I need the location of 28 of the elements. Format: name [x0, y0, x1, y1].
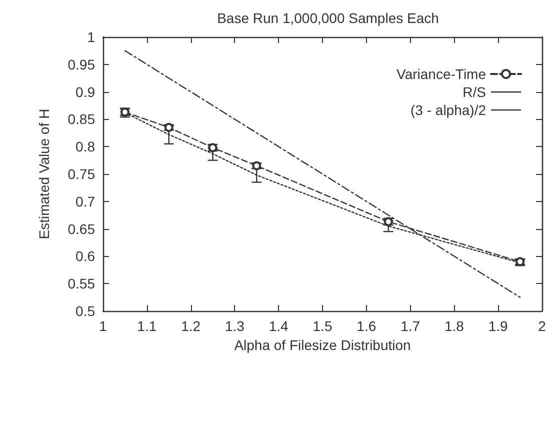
legend-label: (3 - alpha)/2 — [410, 102, 486, 118]
legend-label: Variance-Time — [396, 66, 486, 82]
x-tick-label: 1.6 — [356, 318, 376, 334]
x-tick-label: 1.5 — [312, 318, 332, 334]
y-axis-title: Estimated Value of H — [36, 108, 52, 240]
x-tick-label: 2 — [538, 318, 546, 334]
y-tick-label: 1 — [87, 29, 96, 45]
y-tick-label: 0.95 — [68, 56, 96, 72]
x-tick-label: 1.7 — [400, 318, 420, 334]
x-axis-title: Alpha of Filesize Distribution — [234, 336, 411, 353]
y-tick-label: 0.85 — [68, 111, 96, 128]
y-tick-label: 0.5 — [76, 303, 96, 319]
x-tick-label: 1.2 — [181, 318, 201, 334]
y-tick-label: 0.7 — [76, 193, 96, 210]
x-tick-label: 1.4 — [268, 318, 289, 334]
legend-label: R/S — [462, 84, 486, 100]
chart-title: Base Run 1,000,000 Samples Each — [217, 10, 439, 26]
y-tick-label: 0.75 — [68, 166, 96, 182]
y-tick-label: 0.8 — [76, 138, 96, 155]
y-tick-label: 0.9 — [76, 84, 96, 100]
x-tick-label: 1.3 — [224, 318, 245, 334]
x-tick-label: 1.9 — [488, 318, 508, 334]
x-tick-label: 1 — [99, 318, 108, 334]
y-tick-label: 0.55 — [68, 276, 96, 292]
y-tick-label: 0.65 — [68, 220, 96, 237]
x-tick-label: 1.1 — [137, 318, 157, 334]
y-tick-label: 0.6 — [76, 248, 96, 264]
x-tick-label: 1.8 — [444, 318, 464, 334]
